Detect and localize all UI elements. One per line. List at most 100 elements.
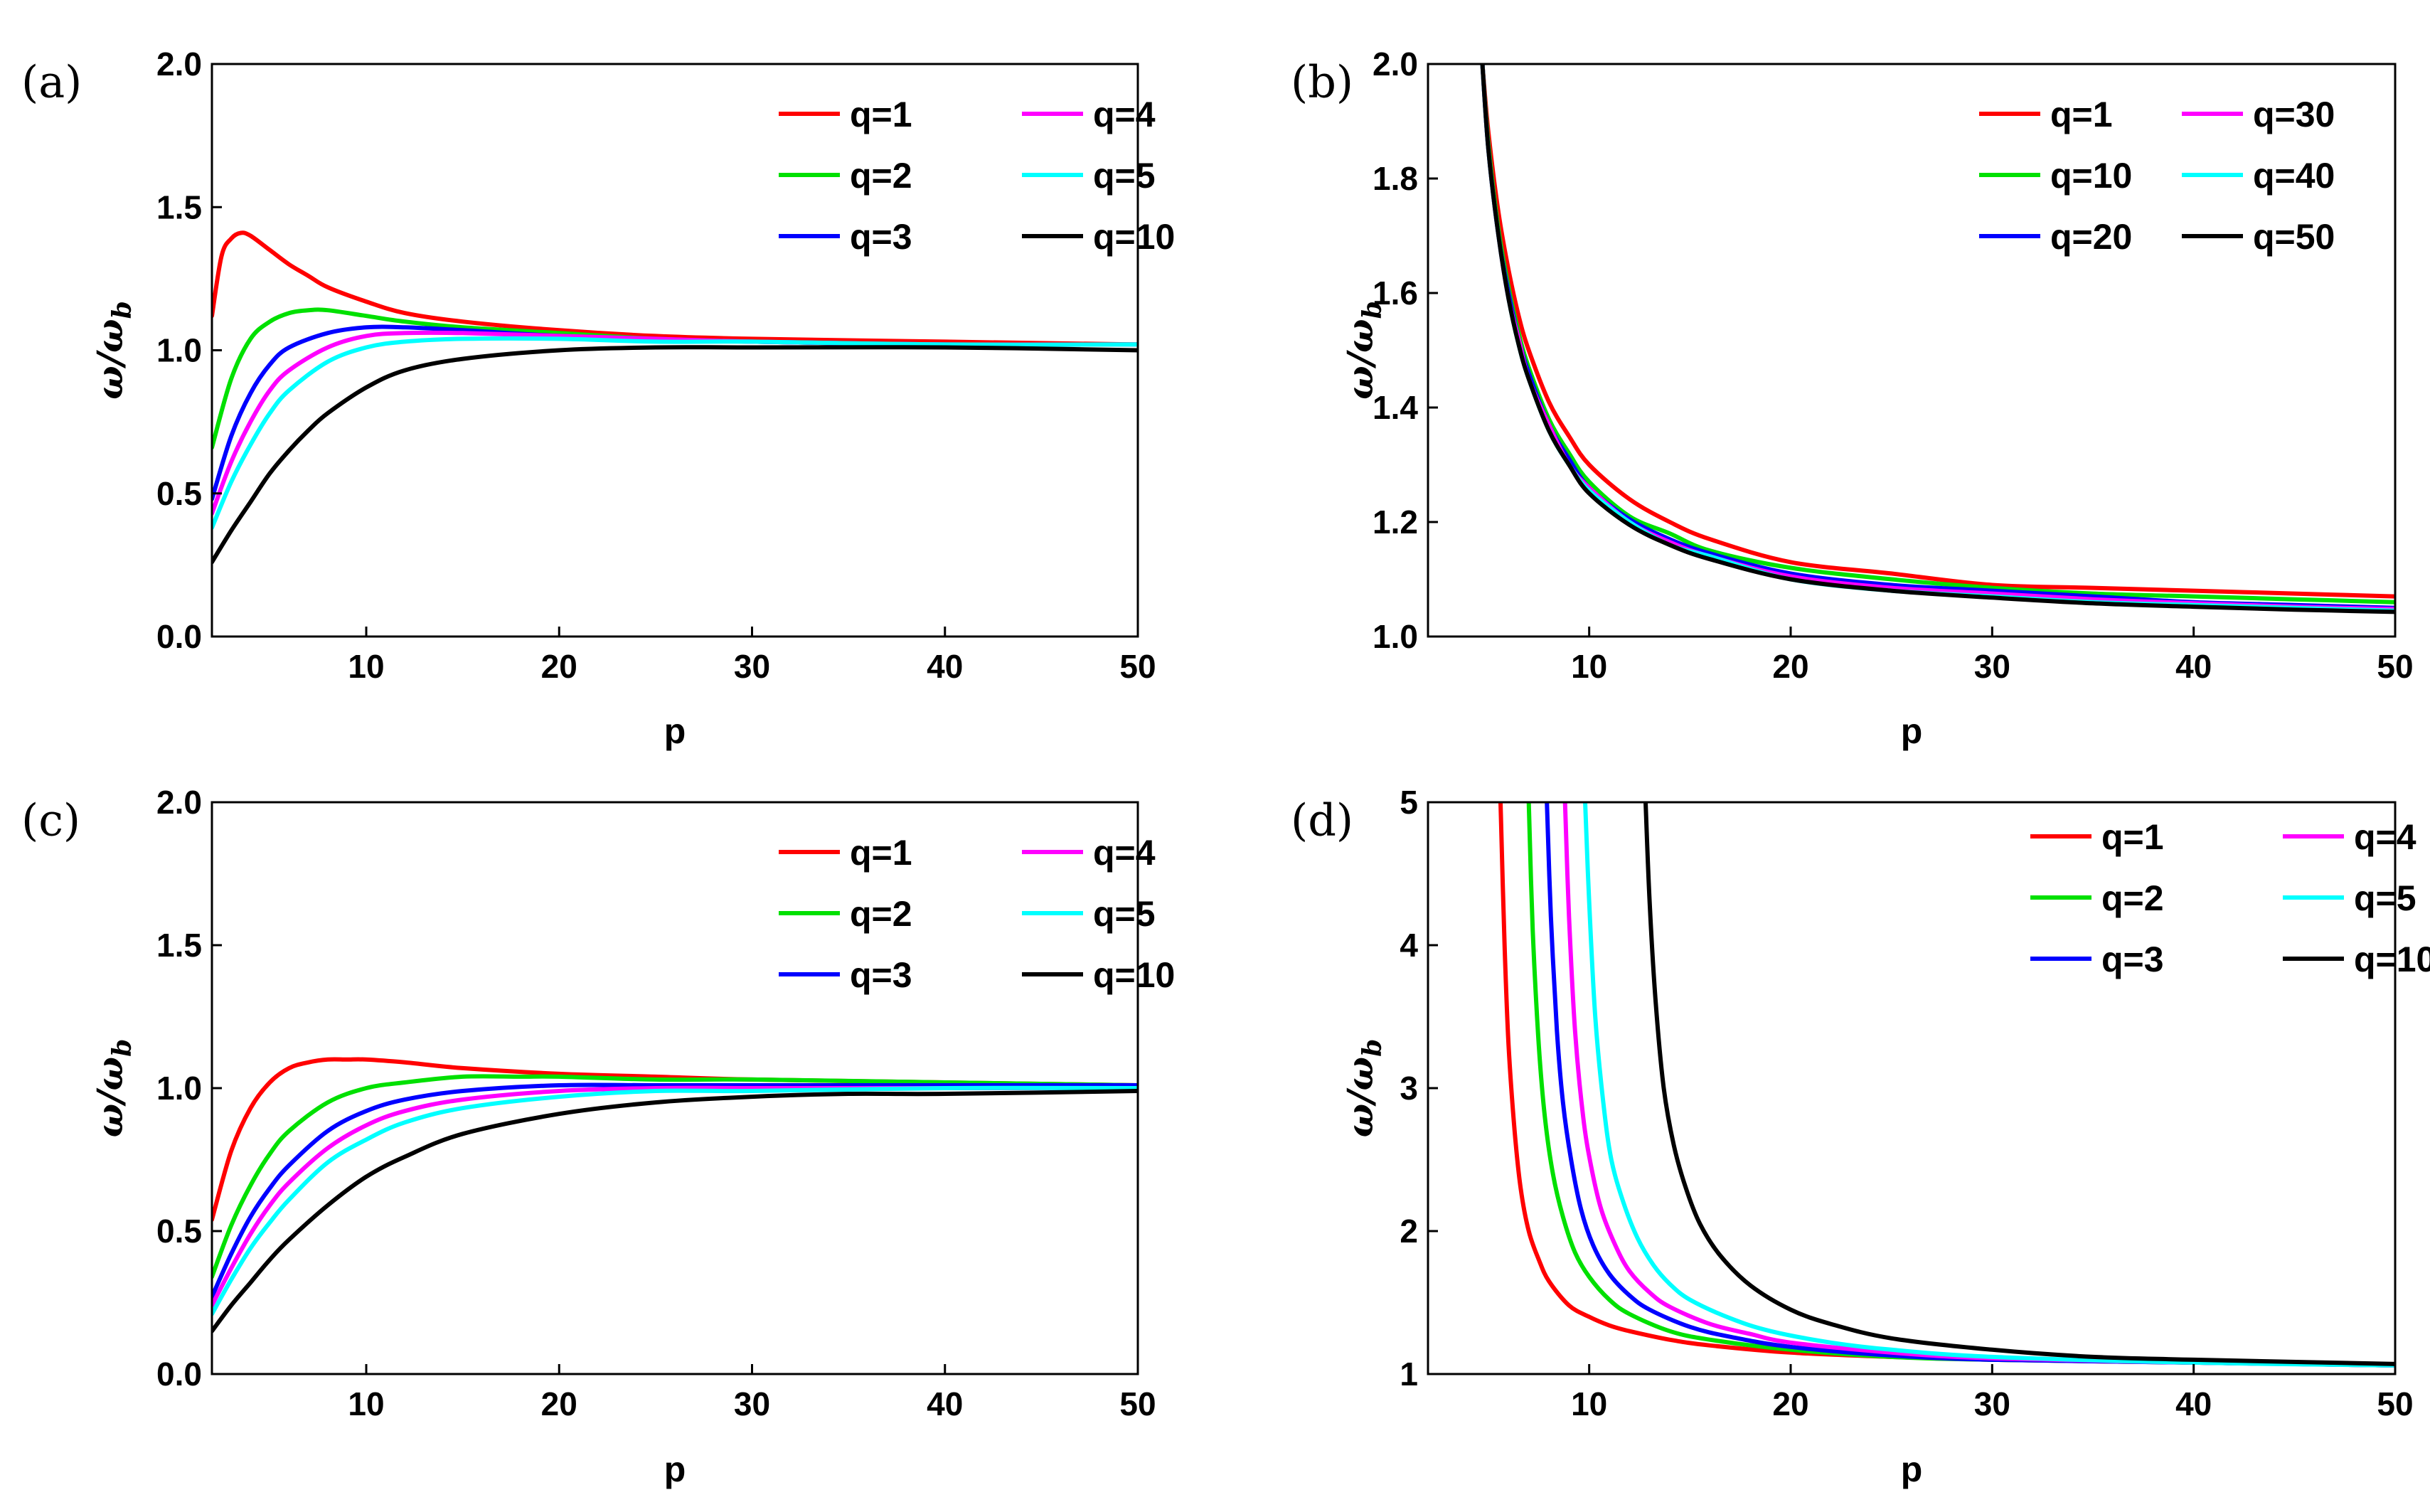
x-tick-label: 50 [1119, 648, 1156, 685]
panel-c: (c)10 20 30 40 500.00.51.01.52.0pω/ωbq=1q=2q… [21, 784, 1175, 1489]
legend: q=1 q=2 q=3 q=4 q=5 q=10 [2030, 817, 2430, 979]
legend-label: q=2 [850, 894, 912, 934]
panel-label: (d) [1291, 794, 1353, 846]
series-line-q-2 [1526, 802, 2395, 1368]
plot-frame [1427, 801, 2397, 1375]
y-tick-label: 3 [1400, 1070, 1418, 1107]
series-line-q-5 [212, 336, 1138, 530]
series-line-q-40 [1480, 64, 2395, 613]
y-tick-label: 0.5 [156, 475, 202, 512]
y-axis-label: ω/ωb [1339, 301, 1387, 400]
x-tick-label: 40 [927, 1385, 963, 1422]
legend-label: q=3 [850, 217, 912, 257]
legend-label: q=3 [850, 955, 912, 995]
y-tick-label: 2.0 [156, 46, 202, 82]
series-line-q-10 [1480, 64, 2395, 605]
series-line-q-20 [1480, 64, 2395, 610]
x-axis-label: p [1901, 711, 1923, 751]
y-tick-label: 2.0 [1373, 46, 1418, 82]
legend: q=1 q=2 q=3 q=4 q=5 q=10 [779, 833, 1175, 995]
series-line-q-5 [212, 1085, 1138, 1316]
y-tick-label: 1.0 [156, 1070, 202, 1107]
y-tick-label: 2.0 [156, 784, 202, 821]
legend-label: q=4 [2354, 817, 2416, 857]
y-tick-label: 0.0 [156, 1356, 202, 1393]
series-group [1498, 802, 2395, 1368]
x-tick-label: 40 [927, 648, 963, 685]
y-tick-label: 1.6 [1373, 275, 1418, 312]
series-line-q-50 [1480, 64, 2395, 614]
x-tick-label: 20 [541, 648, 577, 685]
panel-label: (a) [21, 55, 82, 107]
legend-label: q=1 [2050, 95, 2113, 134]
x-tick-label: 50 [1119, 1385, 1156, 1422]
legend-label: q=2 [2101, 878, 2164, 918]
y-axis-label: ω/ωb [1339, 1039, 1387, 1138]
x-tick-label: 20 [1772, 648, 1808, 685]
y-tick-label: 0.0 [156, 618, 202, 655]
x-tick-label: 10 [1571, 648, 1607, 685]
y-tick-label: 0.5 [156, 1213, 202, 1250]
y-tick-label: 1.2 [1373, 504, 1418, 541]
x-tick-label: 30 [1974, 648, 2010, 685]
series-line-q-1 [1498, 802, 2395, 1368]
legend-label: q=10 [1093, 217, 1175, 257]
panel-label: (b) [1291, 55, 1353, 107]
series-line-q-10 [212, 1089, 1138, 1333]
legend-label: q=4 [1093, 95, 1156, 134]
series-group [212, 230, 1138, 565]
x-tick-label: 20 [1772, 1385, 1808, 1422]
series-line-q-4 [1562, 802, 2395, 1368]
panel-label: (c) [21, 794, 80, 846]
series-line-q-1 [212, 230, 1138, 347]
y-tick-label: 1 [1400, 1356, 1418, 1393]
x-tick-label: 30 [1974, 1385, 2010, 1422]
x-tick-label: 40 [2175, 1385, 2212, 1422]
legend: q=1 q=2 q=3 q=4 q=5 q=10 [779, 95, 1175, 257]
legend-label: q=30 [2253, 95, 2335, 134]
y-tick-label: 1.5 [156, 927, 202, 964]
y-tick-label: 1.0 [156, 332, 202, 369]
legend-label: q=40 [2253, 156, 2335, 196]
legend-label: q=4 [1093, 833, 1156, 873]
x-tick-label: 10 [348, 648, 384, 685]
y-tick-label: 1.8 [1373, 160, 1418, 197]
legend-label: q=1 [850, 95, 912, 134]
x-tick-label: 50 [2377, 1385, 2413, 1422]
series-line-q-4 [212, 330, 1138, 516]
y-tick-label: 1.0 [1373, 618, 1418, 655]
legend-label: q=20 [2050, 217, 2132, 257]
x-tick-label: 50 [2377, 648, 2413, 685]
x-tick-label: 30 [734, 648, 770, 685]
y-tick-label: 1.4 [1373, 389, 1418, 426]
series-line-q-30 [1480, 64, 2395, 612]
x-tick-label: 10 [348, 1385, 384, 1422]
legend-label: q=50 [2253, 217, 2335, 257]
legend: q=1 q=10 q=20 q=30 q=40 q=50 [1979, 95, 2335, 257]
series-line-q-5 [1583, 802, 2395, 1368]
y-tick-label: 4 [1400, 927, 1418, 964]
legend-label: q=1 [850, 833, 912, 873]
legend-label: q=5 [2354, 878, 2416, 918]
y-axis-label: ω/ωb [89, 301, 137, 400]
x-axis-label: p [664, 1449, 686, 1489]
panel-d: (d)10 20 30 40 5012345pω/ωbq=1q=2q=3q=4q=5q=… [1291, 784, 2430, 1489]
series-line-q-3 [212, 1082, 1138, 1299]
x-axis-label: p [664, 711, 686, 751]
x-tick-label: 10 [1571, 1385, 1607, 1422]
x-tick-label: 20 [541, 1385, 577, 1422]
y-tick-label: 5 [1400, 784, 1418, 821]
y-tick-label: 2 [1400, 1213, 1418, 1250]
series-line-q-4 [212, 1085, 1138, 1308]
series-line-q-10 [1643, 802, 2395, 1366]
plot-frame [1427, 63, 2397, 638]
series-line-q-10 [212, 345, 1138, 565]
series-group [212, 1057, 1138, 1333]
series-line-q-2 [212, 1074, 1138, 1279]
legend-label: q=5 [1093, 894, 1156, 934]
series-line-q-3 [1545, 802, 2395, 1368]
legend-label: q=1 [2101, 817, 2164, 857]
legend-label: q=10 [2354, 939, 2430, 979]
legend-label: q=10 [1093, 955, 1175, 995]
